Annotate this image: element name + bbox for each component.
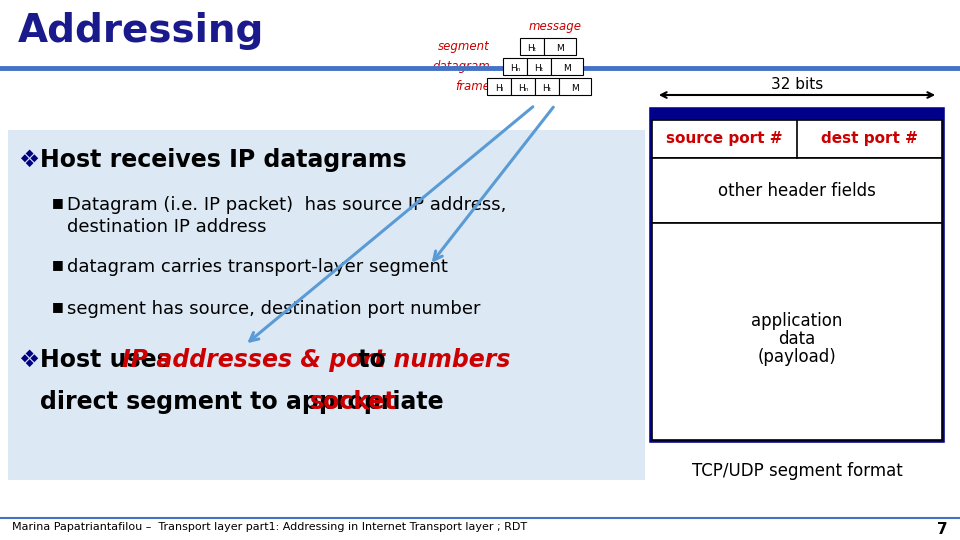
- Text: direct segment to appropriate: direct segment to appropriate: [40, 390, 452, 414]
- FancyBboxPatch shape: [652, 158, 942, 223]
- Text: Hₜ: Hₜ: [527, 44, 537, 53]
- FancyBboxPatch shape: [652, 223, 942, 440]
- Text: Hₙ: Hₙ: [517, 84, 528, 93]
- Text: data: data: [779, 330, 816, 348]
- Text: M: M: [564, 64, 571, 73]
- Text: M: M: [556, 44, 564, 53]
- Text: Hₜ: Hₜ: [535, 64, 543, 73]
- FancyBboxPatch shape: [551, 58, 583, 75]
- Text: Host uses: Host uses: [40, 348, 179, 372]
- Text: application: application: [752, 313, 843, 330]
- FancyBboxPatch shape: [511, 78, 535, 95]
- FancyBboxPatch shape: [652, 120, 942, 158]
- Text: other header fields: other header fields: [718, 181, 876, 199]
- Text: Marina Papatriantafilou –  Transport layer part1: Addressing in Internet Transpo: Marina Papatriantafilou – Transport laye…: [12, 522, 527, 532]
- FancyBboxPatch shape: [527, 58, 551, 75]
- Text: dest port #: dest port #: [821, 132, 918, 146]
- Text: M: M: [571, 84, 579, 93]
- Text: segment: segment: [439, 40, 490, 53]
- Text: Datagram (i.e. IP packet)  has source IP address,: Datagram (i.e. IP packet) has source IP …: [67, 196, 506, 214]
- FancyBboxPatch shape: [652, 110, 942, 440]
- Text: (payload): (payload): [757, 348, 836, 367]
- Text: to: to: [350, 348, 386, 372]
- Text: Hₙ: Hₙ: [510, 64, 520, 73]
- FancyBboxPatch shape: [544, 38, 576, 55]
- Text: ❖: ❖: [18, 348, 39, 372]
- Text: socket: socket: [310, 390, 396, 414]
- Text: Hₗ: Hₗ: [494, 84, 503, 93]
- Text: 7: 7: [937, 522, 948, 537]
- Text: segment has source, destination port number: segment has source, destination port num…: [67, 300, 481, 318]
- Text: Addressing: Addressing: [18, 12, 264, 50]
- FancyBboxPatch shape: [535, 78, 559, 95]
- Text: source port #: source port #: [666, 132, 782, 146]
- Text: ■: ■: [52, 300, 63, 313]
- FancyBboxPatch shape: [520, 38, 544, 55]
- Text: ❖: ❖: [18, 148, 39, 172]
- Text: ■: ■: [52, 196, 63, 209]
- Text: datagram: datagram: [432, 60, 490, 73]
- FancyBboxPatch shape: [487, 78, 511, 95]
- FancyBboxPatch shape: [8, 130, 645, 480]
- Text: message: message: [529, 20, 582, 33]
- Text: destination IP address: destination IP address: [67, 218, 267, 236]
- Text: Host receives IP datagrams: Host receives IP datagrams: [40, 148, 407, 172]
- Text: 32 bits: 32 bits: [771, 77, 823, 92]
- Text: datagram carries transport-layer segment: datagram carries transport-layer segment: [67, 258, 448, 276]
- Text: Hₜ: Hₜ: [542, 84, 552, 93]
- FancyBboxPatch shape: [503, 58, 527, 75]
- Text: ■: ■: [52, 258, 63, 271]
- Text: TCP/UDP segment format: TCP/UDP segment format: [691, 462, 902, 480]
- FancyBboxPatch shape: [652, 110, 942, 120]
- Text: frame: frame: [455, 80, 490, 93]
- FancyBboxPatch shape: [559, 78, 591, 95]
- Text: IP addresses & port numbers: IP addresses & port numbers: [122, 348, 511, 372]
